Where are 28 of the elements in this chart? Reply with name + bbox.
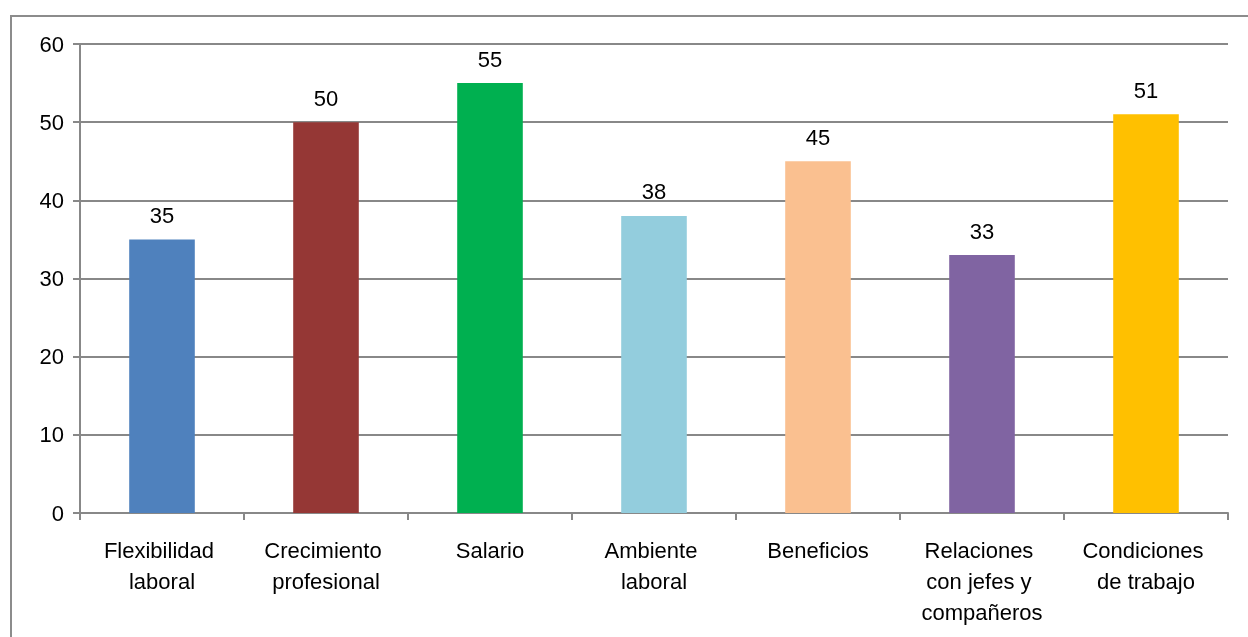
y-tick-label: 10 xyxy=(39,422,64,448)
x-tick-label: Ambiente laboral xyxy=(604,538,704,594)
data-label: 51 xyxy=(1133,77,1159,103)
bar xyxy=(949,255,1015,513)
data-label: 45 xyxy=(805,124,831,150)
data-label: 55 xyxy=(477,46,503,72)
data-label: 35 xyxy=(149,202,175,228)
y-tick-label: 40 xyxy=(39,187,64,213)
x-tick-label: Condiciones de trabajo xyxy=(1082,538,1210,594)
y-tick-label: 0 xyxy=(51,500,64,526)
bar xyxy=(785,161,851,513)
data-label: 38 xyxy=(641,179,667,205)
x-tick-label: Flexibilidad laboral xyxy=(103,538,221,594)
bar xyxy=(457,83,523,513)
bar xyxy=(621,215,687,513)
data-label: 50 xyxy=(313,85,339,111)
y-tick-label: 20 xyxy=(39,344,64,370)
y-tick-label: 30 xyxy=(39,266,64,291)
bar xyxy=(129,239,195,513)
x-tick-label: Beneficios xyxy=(767,538,869,563)
x-tick-label: Relaciones con jefes y compañeros xyxy=(921,538,1043,625)
data-label: 33 xyxy=(969,218,995,244)
bar xyxy=(293,122,359,513)
y-tick-label: 60 xyxy=(39,31,64,57)
x-tick-label: Salario xyxy=(455,538,525,563)
y-tick-label: 50 xyxy=(39,109,64,135)
bar xyxy=(1113,114,1179,513)
x-tick-label: Crecimiento profesional xyxy=(264,538,388,594)
